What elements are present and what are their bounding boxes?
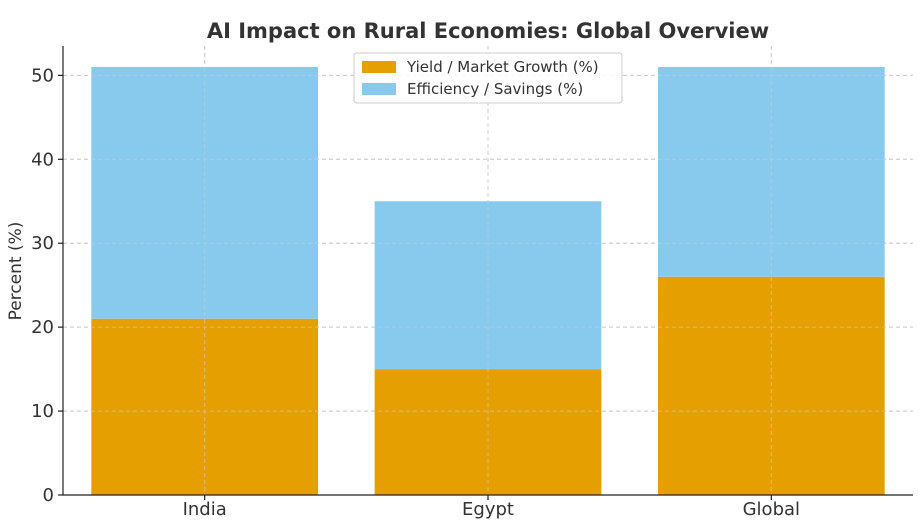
ticks: 0 10 20 30 40 50 India Egypt Global <box>31 65 800 520</box>
bar-global-efficiency <box>658 66 885 277</box>
y-tick-label: 10 <box>31 401 54 422</box>
legend-swatch-efficiency <box>362 83 396 95</box>
x-tick-label: Global <box>743 499 800 520</box>
bar-india-efficiency <box>91 66 318 319</box>
y-tick-label: 30 <box>31 233 54 254</box>
y-tick-label: 20 <box>31 317 54 338</box>
y-tick-label: 50 <box>31 65 54 86</box>
grid-overlay <box>63 46 913 495</box>
legend-swatch-yield <box>362 61 396 73</box>
legend: Yield / Market Growth (%) Efficiency / S… <box>353 52 623 104</box>
y-tick-label: 40 <box>31 149 54 170</box>
legend-label-efficiency: Efficiency / Savings (%) <box>407 80 583 98</box>
legend-label-yield: Yield / Market Growth (%) <box>406 58 599 76</box>
y-tick-label: 0 <box>43 485 54 506</box>
x-tick-label: India <box>183 499 227 520</box>
y-axis-label: Percent (%) <box>6 222 26 321</box>
chart-title: AI Impact on Rural Economies: Global Ove… <box>207 19 769 43</box>
x-tick-label: Egypt <box>462 499 514 520</box>
legend-box <box>353 52 623 104</box>
